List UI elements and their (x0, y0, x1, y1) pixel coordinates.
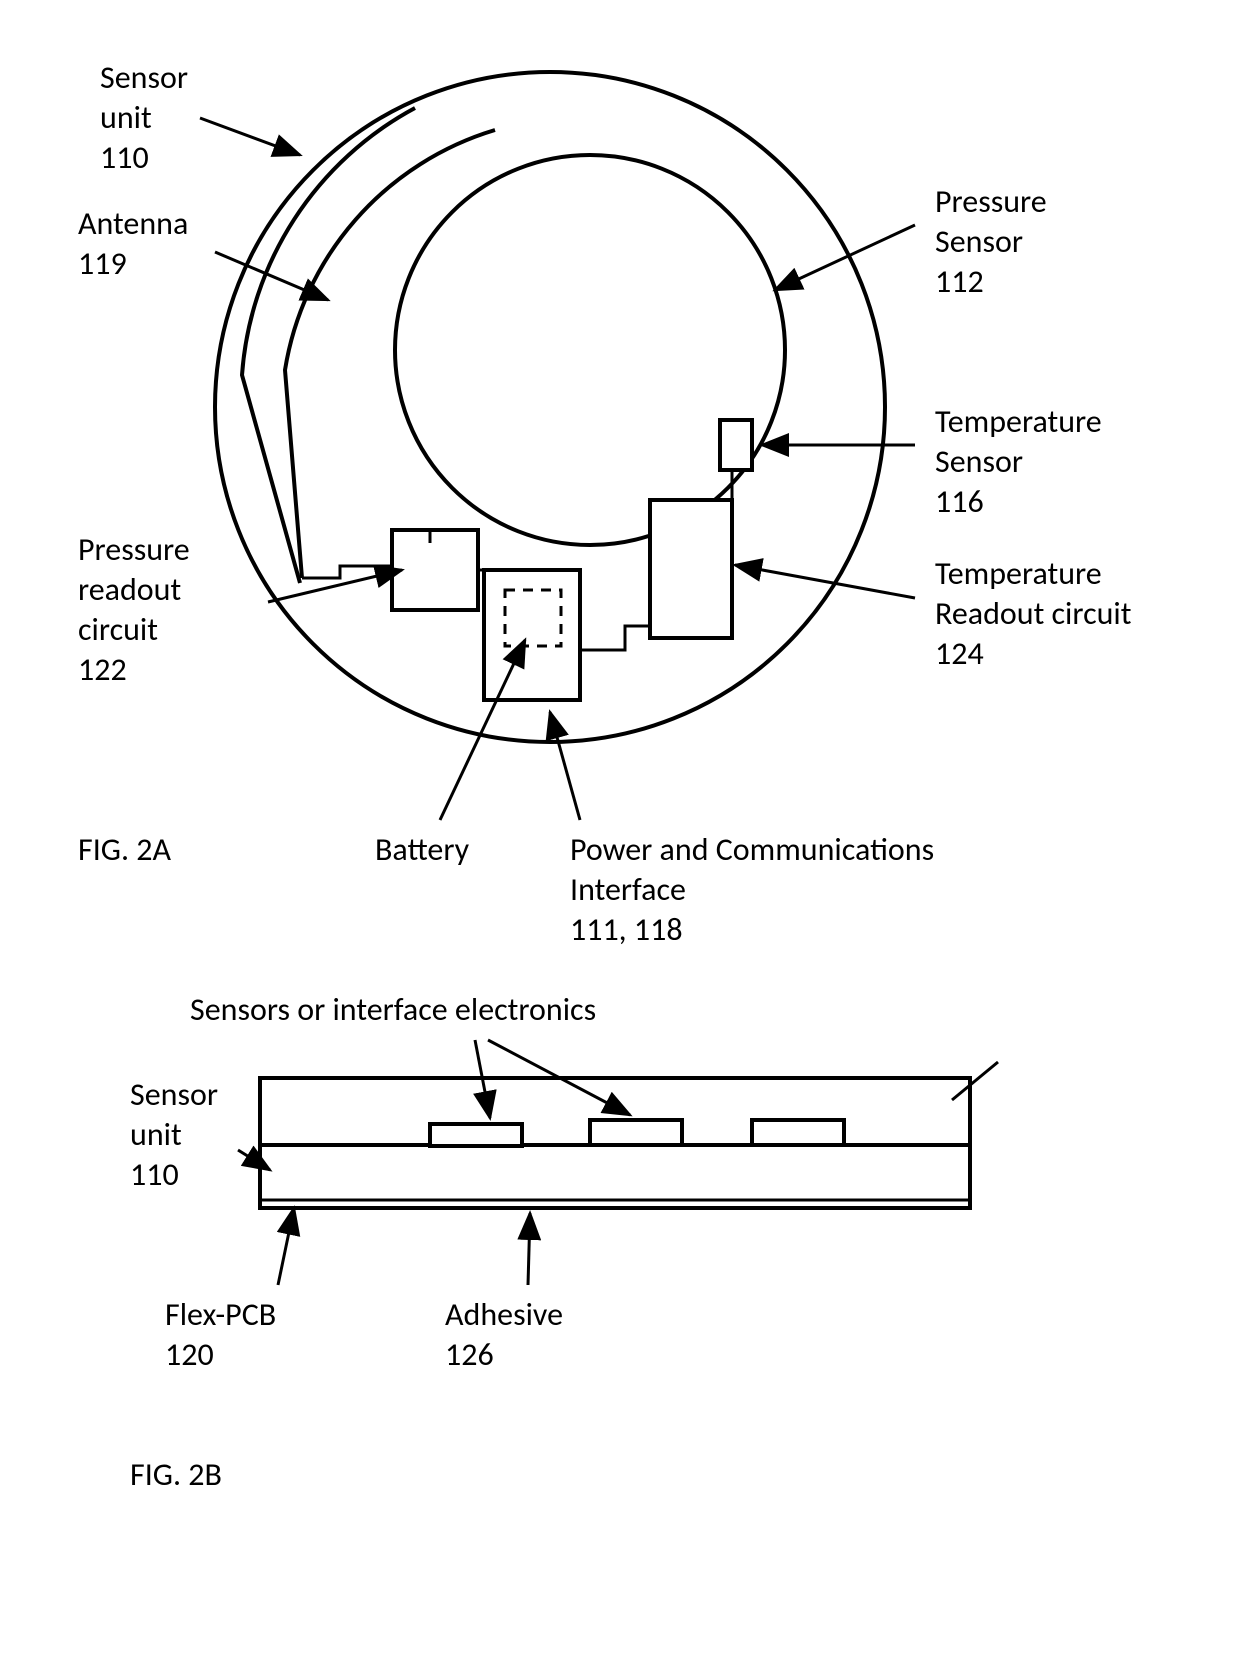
temp-readout-box (650, 500, 732, 638)
arrow-pressure-readout (268, 570, 402, 602)
antenna-arc-2 (285, 130, 495, 578)
arrow-sensor-unit (200, 118, 300, 155)
fig-2b (238, 1040, 998, 1285)
label-antenna: Antenna 119 (78, 204, 188, 284)
label-sensors-electronics: Sensors or interface electronics (190, 990, 596, 1030)
label-temp-sensor: Temperature Sensor 116 (935, 402, 1102, 522)
arrow-adhesive (528, 1213, 530, 1285)
arrow-power-comm (550, 712, 580, 820)
arrow-temp-readout (735, 565, 915, 598)
arrow-flex-pcb (278, 1208, 294, 1285)
wire-batt-to-trc (580, 626, 650, 650)
label-temp-readout: Temperature Readout circuit 124 (935, 554, 1131, 674)
label-sensor-unit: Sensor unit 110 (100, 58, 188, 178)
temp-sensor-box (720, 420, 752, 470)
label-pressure-readout: Pressure readout circuit 122 (78, 530, 190, 690)
chip-2 (590, 1120, 682, 1145)
label-sensor-unit-b: Sensor unit 110 (130, 1075, 218, 1195)
caption-fig-2b: FIG. 2B (130, 1455, 222, 1495)
pressure-readout-box (392, 530, 478, 610)
label-adhesive: Adhesive 126 (445, 1295, 563, 1375)
label-flex-pcb: Flex-PCB 120 (165, 1295, 276, 1375)
fig-2a (200, 72, 915, 820)
antenna-arc-1 (242, 108, 415, 583)
chip-3 (752, 1120, 844, 1145)
label-power-comm: Power and Communications Interface 111, … (570, 830, 934, 950)
label-pressure-sensor: Pressure Sensor 112 (935, 182, 1047, 302)
chip-1 (430, 1124, 522, 1146)
caption-fig-2a: FIG. 2A (78, 830, 171, 870)
arrow-pressure-sensor (775, 225, 915, 290)
pressure-sensor-circle (395, 155, 785, 545)
label-battery: Battery (375, 830, 469, 870)
